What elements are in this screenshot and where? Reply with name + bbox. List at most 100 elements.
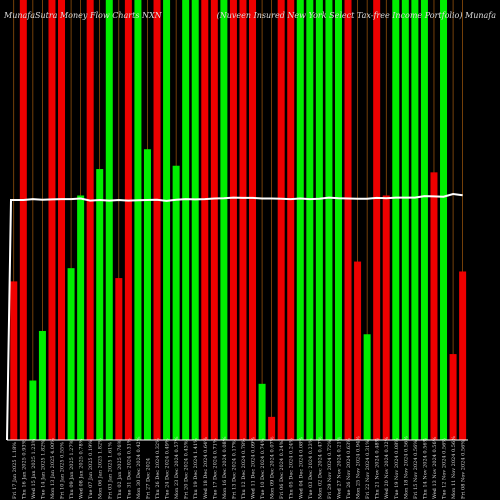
bar <box>29 380 37 440</box>
bar <box>420 0 428 440</box>
bar <box>363 334 371 440</box>
x-tick-label: Tue 03 Dec 2024 0.23% <box>308 438 314 499</box>
x-tick-label: Thu 26 Dec 2024 0.32% <box>155 438 161 499</box>
bar <box>459 271 467 440</box>
bar <box>306 0 314 440</box>
x-tick-label: Fri 03 Jan 2025 1.61% <box>107 442 113 499</box>
bar <box>277 0 285 440</box>
bar <box>239 0 247 440</box>
bar <box>449 354 457 440</box>
x-tick-label: Fri 06 Dec 2024 0.24% <box>279 440 285 499</box>
bar <box>96 169 104 441</box>
bar <box>163 0 171 440</box>
x-tick-label: Wed 08 Jan 2025 0.78% <box>79 438 85 499</box>
x-tick-label: Wed 11 Dec 2024 0.09% <box>251 437 257 499</box>
bar <box>296 0 304 440</box>
x-tick-label: Thu 09 Jan 2025 1.27% <box>69 439 75 499</box>
x-tick-label: Fri 22 Nov 2024 0.31% <box>365 440 371 499</box>
bar <box>258 383 266 440</box>
bar <box>325 0 333 440</box>
chart-title-left: MunafaSutra Money Flow Charts NXN <box>3 11 163 20</box>
bar <box>191 0 199 440</box>
x-tick-label: Tue 19 Nov 2024 0.08% <box>394 438 400 499</box>
bar <box>268 416 276 440</box>
x-tick-label: Mon 13 Jan 2025 4.00% <box>50 438 56 499</box>
x-tick-label: Tue 12 Nov 2024 0.56% <box>442 438 448 499</box>
bar <box>210 0 218 440</box>
bar <box>229 0 237 440</box>
bar <box>143 149 151 440</box>
bar <box>58 0 66 440</box>
x-tick-label: Thu 05 Dec 2024 0.24% <box>289 438 295 499</box>
bar <box>373 0 381 440</box>
bar <box>10 281 18 440</box>
x-tick-label: Thu 14 Nov 2024 0.56% <box>422 437 428 499</box>
bar <box>354 261 362 440</box>
x-tick-label: Mon 25 Nov 2024 0.94% <box>356 436 362 499</box>
x-tick-label: Wed 13 Nov 2024 0.56% <box>432 436 438 499</box>
x-tick-label: Mon 11 Nov 2024 0.56% <box>451 436 457 499</box>
bar <box>67 268 75 440</box>
bar <box>344 0 352 440</box>
x-tick-label: Thu 21 Nov 2024 0.48% <box>375 437 381 499</box>
x-tick-label: Mon 18 Nov 2024 0.56% <box>403 436 409 499</box>
bar <box>334 0 342 440</box>
bar <box>249 0 257 440</box>
bars-group <box>10 0 467 441</box>
bar <box>153 0 161 440</box>
x-tick-label: Wed 20 Nov 2024 0.32% <box>384 436 390 499</box>
x-tick-label: Mon 16 Dec 2024 0.08% <box>222 436 228 499</box>
x-tick-label: Fri 20 Dec 2024 0.43% <box>184 440 190 499</box>
bar <box>19 0 27 440</box>
x-tick-label: Mon 30 Dec 2024 0.42% <box>136 436 142 499</box>
bar <box>430 172 438 440</box>
x-tick-label: Thu 12 Dec 2024 0.78% <box>241 438 247 499</box>
bar <box>411 0 419 440</box>
bar <box>201 0 209 440</box>
x-tick-label: Thu 16 Jan 2025 0.93% <box>21 439 27 499</box>
money-flow-line <box>6 192 463 441</box>
x-tick-label: Fri 13 Dec 2024 0.17% <box>231 440 237 499</box>
x-tick-label: Wed 15 Jan 2025 1.23% <box>31 438 37 499</box>
x-tick-label: Wed 27 Nov 2024 0.21% <box>336 436 342 499</box>
bar <box>172 165 180 440</box>
bar <box>105 0 113 440</box>
bar <box>182 0 190 440</box>
bar <box>220 0 228 440</box>
x-tick-label: Fri 10 Jan 2025 0.55% <box>60 442 66 499</box>
bar <box>382 195 390 440</box>
x-tick-label: Tue 31 Dec 2024 0.31% <box>126 438 132 499</box>
x-tick-label: Mon 06 Jan 2025 1.82% <box>98 438 104 499</box>
x-tick-label: Tue 14 Jan 2025 1.82% <box>40 440 46 499</box>
x-tick-label: Mon 02 Dec 2024 0.47% <box>317 436 323 499</box>
x-tick-label: Tue 26 Nov 2024 0.63% <box>346 438 352 499</box>
x-tick-label: Thu 19 Dec 2024 1.41% <box>193 438 199 499</box>
chart-title-right: (Nuveen Insured New York Select Tax-free… <box>217 11 497 20</box>
x-tick-labels: Fri 17 Jan 2025 1.18% Thu 16 Jan 2025 0.… <box>12 436 467 499</box>
bar <box>392 0 400 440</box>
x-tick-label: Fri 15 Nov 2024 0.56% <box>413 440 419 499</box>
bar <box>124 0 132 440</box>
x-tick-label: Tue 17 Dec 2024 0.71% <box>212 438 218 499</box>
bar <box>315 0 323 440</box>
bar <box>48 0 56 440</box>
x-tick-label: Fri 08 Nov 2024 0.56% <box>461 440 467 499</box>
bar <box>38 330 46 440</box>
bar <box>77 195 85 440</box>
x-tick-label: Tue 24 Dec 2024 0.49% <box>165 438 171 499</box>
x-tick-label: Tue 07 Jan 2025 0.19% <box>88 440 94 499</box>
x-tick-label: Mon 23 Dec 2024 0.57% <box>174 436 180 499</box>
x-tick-label: Fri 29 Nov 2024 0.72% <box>327 440 333 499</box>
x-tick-label: Fri 27 Dec 2024 <box>145 458 151 499</box>
x-tick-label: Fri 17 Jan 2025 1.18% <box>12 442 18 499</box>
bar <box>134 0 142 440</box>
x-tick-label: Wed 04 Dec 2024 0.08% <box>298 437 304 499</box>
bar <box>287 0 295 440</box>
bar <box>401 0 409 440</box>
x-tick-label: Mon 09 Dec 2024 0.07% <box>270 436 276 499</box>
bar <box>115 278 123 440</box>
bar <box>440 0 448 440</box>
x-tick-label: Thu 02 Jan 2025 0.76% <box>117 439 123 499</box>
bar <box>86 0 94 440</box>
